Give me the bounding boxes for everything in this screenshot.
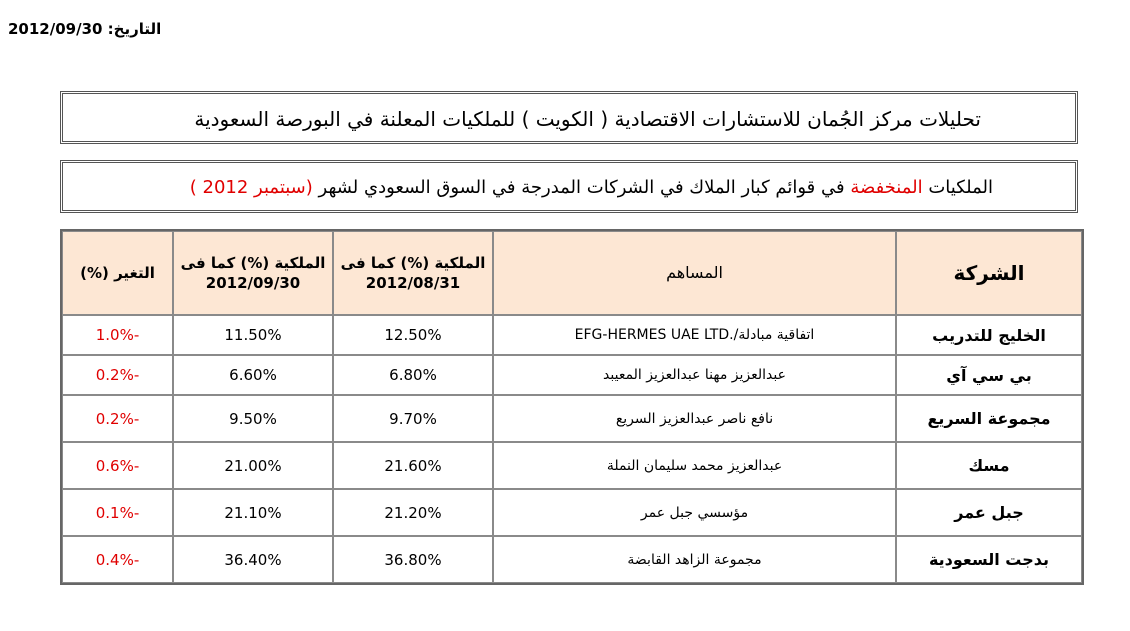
change-cell: -0.6% — [62, 442, 173, 489]
prev-ownership-cell: 21.20% — [333, 489, 493, 536]
table-row: الخليج للتدريب اتفاقية مبادلة/.EFG-HERME… — [62, 315, 1082, 355]
subtitle-highlight-month: (سبتمبر 2012 ) — [189, 177, 313, 198]
table-header-row: الشركة المساهم الملكية (%) كما فى 2012/0… — [62, 231, 1082, 315]
curr-ownership-cell: 6.60% — [173, 355, 333, 395]
curr-ownership-cell: 9.50% — [173, 395, 333, 442]
header-company: الشركة — [896, 231, 1082, 315]
holder-cell: نافع ناصر عبدالعزيز السريع — [493, 395, 896, 442]
subtitle-text-1: الملكيات — [922, 177, 993, 198]
prev-ownership-cell: 9.70% — [333, 395, 493, 442]
curr-ownership-cell: 21.10% — [173, 489, 333, 536]
change-cell: -0.4% — [62, 536, 173, 583]
table-row: مجموعة السريع نافع ناصر عبدالعزيز السريع… — [62, 395, 1082, 442]
company-cell: بدجت السعودية — [896, 536, 1082, 583]
header-curr-ownership: الملكية (%) كما فى 2012/09/30 — [173, 231, 333, 315]
holder-cell: مجموعة الزاهد القابضة — [493, 536, 896, 583]
company-cell: مجموعة السريع — [896, 395, 1082, 442]
table-row: جبل عمر مؤسسي جبل عمر 21.20% 21.10% -0.1… — [62, 489, 1082, 536]
prev-ownership-cell: 21.60% — [333, 442, 493, 489]
company-cell: بي سي آي — [896, 355, 1082, 395]
title-box: تحليلات مركز الجُمان للاستشارات الاقتصاد… — [60, 91, 1078, 144]
holder-cell: اتفاقية مبادلة/.EFG-HERMES UAE LTD — [493, 315, 896, 355]
holder-cell: عبدالعزيز مهنا عبدالعزيز المعيبد — [493, 355, 896, 395]
report-date: التاريخ: 2012/09/30 — [8, 20, 162, 38]
change-cell: -0.2% — [62, 395, 173, 442]
company-cell: مسك — [896, 442, 1082, 489]
table-row: مسك عبدالعزيز محمد سليمان النملة 21.60% … — [62, 442, 1082, 489]
prev-ownership-cell: 12.50% — [333, 315, 493, 355]
table-row: بي سي آي عبدالعزيز مهنا عبدالعزيز المعيب… — [62, 355, 1082, 395]
holder-cell: عبدالعزيز محمد سليمان النملة — [493, 442, 896, 489]
change-cell: -1.0% — [62, 315, 173, 355]
table-row: بدجت السعودية مجموعة الزاهد القابضة 36.8… — [62, 536, 1082, 583]
report-subtitle: الملكيات المنخفضة في قوائم كبار الملاك ف… — [190, 177, 993, 198]
ownership-table: الشركة المساهم الملكية (%) كما فى 2012/0… — [60, 229, 1084, 585]
prev-ownership-cell: 36.80% — [333, 536, 493, 583]
change-cell: -0.1% — [62, 489, 173, 536]
company-cell: الخليج للتدريب — [896, 315, 1082, 355]
curr-ownership-cell: 36.40% — [173, 536, 333, 583]
header-prev-ownership: الملكية (%) كما فى 2012/08/31 — [333, 231, 493, 315]
header-holder: المساهم — [493, 231, 896, 315]
subtitle-text-2: في قوائم كبار الملاك في الشركات المدرجة … — [312, 177, 851, 198]
header-change: التغير (%) — [62, 231, 173, 315]
holder-cell: مؤسسي جبل عمر — [493, 489, 896, 536]
prev-ownership-cell: 6.80% — [333, 355, 493, 395]
company-cell: جبل عمر — [896, 489, 1082, 536]
change-cell: -0.2% — [62, 355, 173, 395]
curr-ownership-cell: 11.50% — [173, 315, 333, 355]
curr-ownership-cell: 21.00% — [173, 442, 333, 489]
report-title: تحليلات مركز الجُمان للاستشارات الاقتصاد… — [194, 107, 981, 131]
subtitle-box: الملكيات المنخفضة في قوائم كبار الملاك ف… — [60, 160, 1078, 213]
subtitle-highlight-decrease: المنخفضة — [850, 177, 923, 198]
